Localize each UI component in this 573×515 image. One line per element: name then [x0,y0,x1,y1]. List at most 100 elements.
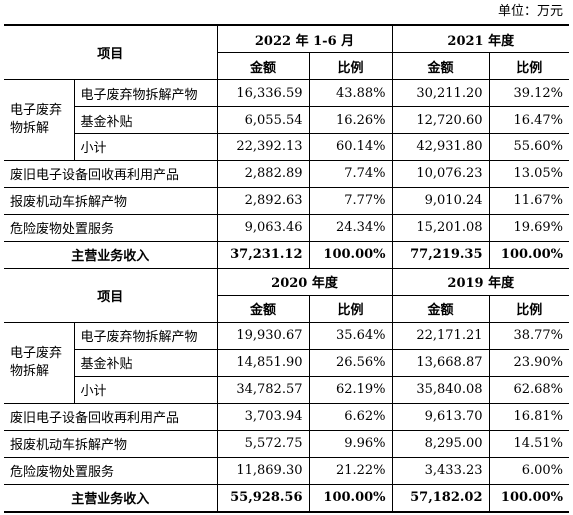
total-ratio: 100.00% [488,240,570,269]
section-2-period-header: 项目 2020 年度 2019 年度 [4,267,570,323]
ratio-cell: 24.34% [308,213,393,242]
ratio-cell: 14.51% [488,429,570,458]
ratio-header: 比例 [308,294,393,323]
total-amount: 37,231.12 [216,240,310,269]
row-label: 基金补贴 [73,106,218,134]
table-row: 报废机动车拆解产物 2,892.63 7.77% 9,010.24 11.67% [4,186,570,215]
table-row: 基金补贴 14,851.90 26.56% 13,668.87 23.90% [4,348,570,377]
row-label: 小计 [73,375,218,404]
table-row: 废旧电子设备回收再利用产品 3,703.94 6.62% 9,613.70 16… [4,402,570,431]
section-1-column-header: 金额 比例 金额 比例 [4,52,570,81]
amount-cell: 3,433.23 [391,456,490,485]
total-amount: 55,928.56 [216,483,310,513]
ratio-cell: 35.64% [308,321,393,350]
ratio-cell: 16.81% [488,402,570,431]
table-row: 废旧电子设备回收再利用产品 2,882.89 7.74% 10,076.23 1… [4,159,570,188]
row-label: 报废机动车拆解产物 [4,429,218,458]
section-1-period-header: 项目 2022 年 1-6 月 2021 年度 [4,24,570,81]
table-row: 电子废弃物拆解 电子废弃物拆解产物 19,930.67 35.64% 22,17… [4,321,570,404]
ratio-cell: 6.62% [308,402,393,431]
row-label: 危险废物处置服务 [4,213,218,242]
amount-cell: 14,851.90 [216,348,310,377]
table-row: 小计 22,392.13 60.14% 42,931.80 55.60% [4,133,570,161]
total-amount: 77,219.35 [391,240,490,269]
ratio-cell: 7.74% [308,159,393,188]
unit-label: 单位：万元 [497,4,563,19]
row-label: 报废机动车拆解产物 [4,186,218,215]
total-row: 主营业务收入 55,928.56 100.00% 57,182.02 100.0… [4,483,570,513]
amount-cell: 42,931.80 [391,133,490,161]
amount-cell: 2,892.63 [216,186,310,215]
row-label: 危险废物处置服务 [4,456,218,485]
amount-cell: 22,171.21 [391,321,490,350]
amount-header: 金额 [216,52,310,81]
revenue-table: 项目 2022 年 1-6 月 2021 年度 金额 比例 金额 比例 电子废弃… [4,24,570,513]
total-ratio: 100.00% [488,483,570,513]
amount-cell: 30,211.20 [391,79,490,108]
table-row: 基金补贴 6,055.54 16.26% 12,720.60 16.47% [4,106,570,134]
ratio-cell: 55.60% [488,133,570,161]
item-header: 项目 [4,267,218,323]
ratio-header: 比例 [308,52,393,81]
ratio-header: 比例 [488,294,570,323]
amount-cell: 9,063.46 [216,213,310,242]
ratio-cell: 21.22% [308,456,393,485]
amount-cell: 10,076.23 [391,159,490,188]
amount-header: 金额 [391,52,490,81]
table-row: 危险废物处置服务 9,063.46 24.34% 15,201.08 19.69… [4,213,570,242]
period-header: 2022 年 1-6 月 [216,24,393,54]
amount-cell: 13,668.87 [391,348,490,377]
amount-cell: 16,336.59 [216,79,310,108]
row-label: 基金补贴 [73,348,218,377]
group-label: 电子废弃 物拆解 [4,79,75,161]
row-label: 小计 [73,133,218,161]
ratio-cell: 16.47% [488,106,570,134]
period-header: 2021 年度 [391,24,570,54]
ratio-cell: 60.14% [308,133,393,161]
total-ratio: 100.00% [308,240,393,269]
amount-cell: 2,882.89 [216,159,310,188]
item-header: 项目 [4,24,218,81]
period-header: 2019 年度 [391,267,570,296]
total-amount: 57,182.02 [391,483,490,513]
amount-cell: 3,703.94 [216,402,310,431]
amount-cell: 12,720.60 [391,106,490,134]
amount-header: 金额 [391,294,490,323]
amount-cell: 8,295.00 [391,429,490,458]
ratio-cell: 19.69% [488,213,570,242]
amount-cell: 19,930.67 [216,321,310,350]
amount-cell: 34,782.57 [216,375,310,404]
ratio-cell: 16.26% [308,106,393,134]
amount-cell: 9,613.70 [391,402,490,431]
ratio-cell: 26.56% [308,348,393,377]
amount-cell: 6,055.54 [216,106,310,134]
table-row: 电子废弃 物拆解 电子废弃物拆解产物 16,336.59 43.88% 30,21… [4,79,570,161]
ratio-cell: 62.19% [308,375,393,404]
row-label: 废旧电子设备回收再利用产品 [4,402,218,431]
group-label: 电子废弃 物拆解 [4,321,75,404]
ratio-cell: 7.77% [308,186,393,215]
total-ratio: 100.00% [308,483,393,513]
table-row: 报废机动车拆解产物 5,572.75 9.96% 8,295.00 14.51% [4,429,570,458]
ratio-cell: 6.00% [488,456,570,485]
table-row: 危险废物处置服务 11,869.30 21.22% 3,433.23 6.00% [4,456,570,485]
ratio-cell: 23.90% [488,348,570,377]
amount-cell: 11,869.30 [216,456,310,485]
ratio-cell: 38.77% [488,321,570,350]
total-label: 主营业务收入 [4,483,218,513]
amount-cell: 35,840.08 [391,375,490,404]
ratio-cell: 39.12% [488,79,570,108]
row-label: 电子废弃物拆解产物 [73,321,218,350]
period-header: 2020 年度 [216,267,393,296]
amount-cell: 22,392.13 [216,133,310,161]
group-label-line1: 电子废弃 [10,103,63,118]
ratio-cell: 9.96% [308,429,393,458]
group-label-line1: 电子废弃 [10,345,63,361]
amount-cell: 9,010.24 [391,186,490,215]
ratio-cell: 43.88% [308,79,393,108]
group-label-line2: 物拆解 [10,363,50,379]
amount-cell: 15,201.08 [391,213,490,242]
row-label: 电子废弃物拆解产物 [73,79,218,108]
amount-header: 金额 [216,294,310,323]
ratio-cell: 13.05% [488,159,570,188]
